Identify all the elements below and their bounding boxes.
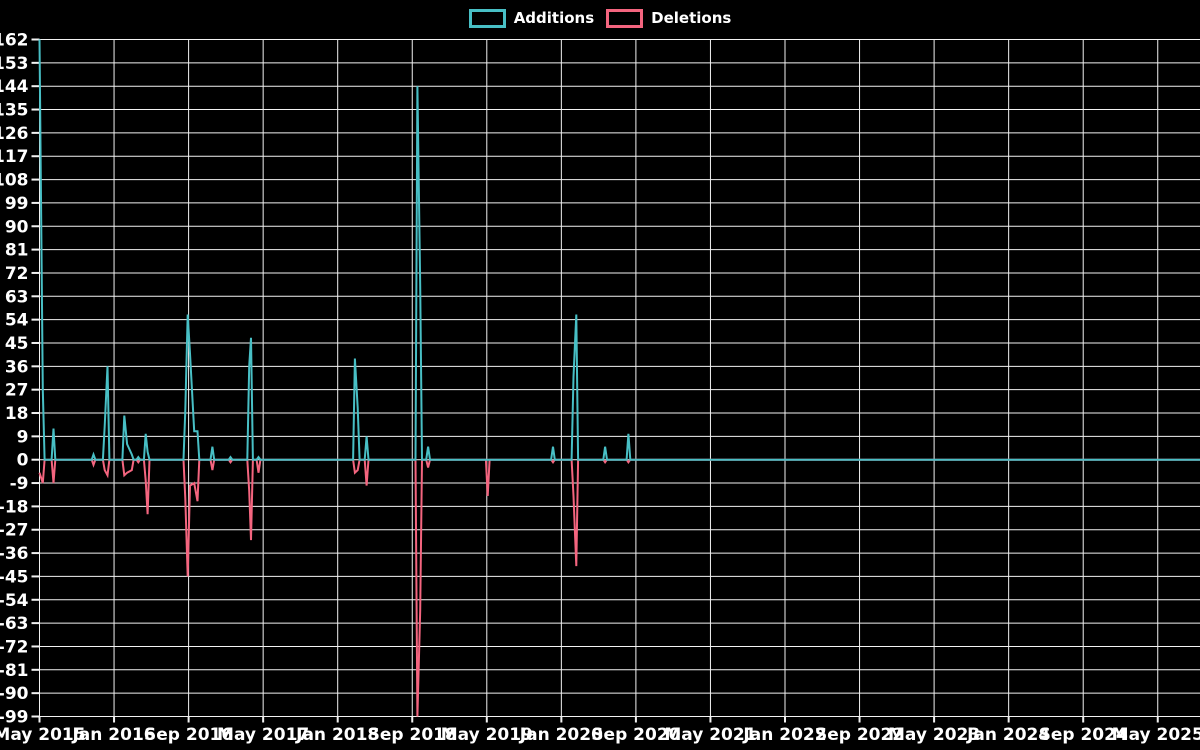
deletions-line[interactable] [38,458,1200,717]
x-tick-label: Sep 2020 [591,725,680,745]
y-tick-label: 81 [5,241,29,261]
y-tick-label: 90 [5,217,29,237]
y-tick-label: 45 [5,334,29,354]
x-tick-label: Jan 2020 [519,725,603,745]
x-tick-label: Sep 2022 [815,725,904,745]
y-tick-label: -36 [0,544,29,564]
x-tick-label: Sep 2024 [1039,725,1128,745]
y-tick-label: -9 [10,474,29,494]
additions-swatch-icon [468,8,506,28]
y-tick-label: 27 [5,381,29,401]
y-tick-label: 9 [17,427,29,447]
y-tick-label: 153 [0,54,29,74]
additions-legend-label: Additions [513,8,595,27]
legend-item-deletions[interactable]: Deletions [606,8,732,28]
x-tick-label: May 2015 [0,725,86,745]
y-tick-label: 36 [5,357,29,377]
deletions-legend-label: Deletions [651,8,732,27]
y-tick-label: 126 [0,124,29,144]
y-tick-label: 72 [5,264,29,284]
x-tick-label: Jan 2016 [71,725,155,745]
y-tick-label: 63 [5,287,29,307]
y-tick-label: 144 [0,77,29,97]
y-tick-label: 0 [17,451,29,471]
y-tick-label: 108 [0,171,29,191]
x-tick-label: May 2021 [664,725,756,745]
y-tick-label: 162 [0,31,29,51]
y-tick-label: -81 [0,661,29,681]
x-tick-label: Jan 2022 [742,725,826,745]
y-tick-label: -90 [0,684,29,704]
x-tick-label: May 2025 [1112,725,1200,745]
y-tick-label: 18 [5,404,29,424]
x-tick-label: May 2023 [888,725,980,745]
x-tick-label: Jan 2018 [295,725,379,745]
deletions-swatch-icon [606,8,644,28]
y-tick-label: -45 [0,567,29,587]
x-tick-label: Sep 2016 [144,725,233,745]
y-tick-label: -72 [0,637,29,657]
additions-line[interactable] [38,39,1200,461]
y-tick-label: -27 [0,521,29,541]
y-tick-label: -18 [0,497,29,517]
y-tick-label: -63 [0,614,29,634]
x-tick-label: May 2017 [217,725,309,745]
y-tick-label: -54 [0,591,29,611]
y-grid-and-labels: 1621531441351261171089990817263544536271… [0,31,1200,728]
x-tick-label: May 2019 [441,725,533,745]
chart-legend: Additions Deletions [0,6,1200,30]
x-tick-label: Sep 2018 [368,725,457,745]
x-tick-label: Jan 2024 [966,725,1050,745]
y-tick-label: 117 [0,147,29,167]
y-tick-label: 54 [5,311,29,331]
y-tick-label: 99 [5,194,29,214]
legend-item-additions[interactable]: Additions [468,8,595,28]
y-tick-label: -99 [0,708,29,728]
y-tick-label: 135 [0,101,29,121]
